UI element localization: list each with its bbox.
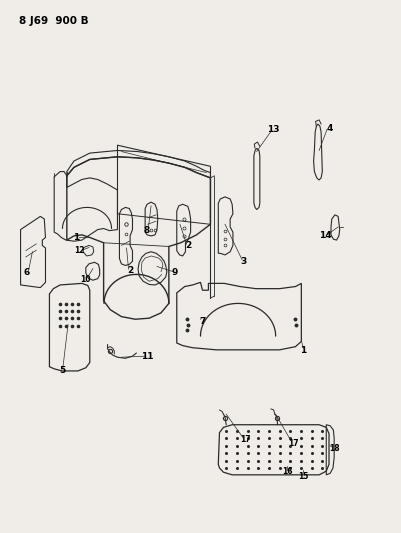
Text: 16: 16	[282, 467, 293, 475]
Text: 11: 11	[141, 352, 153, 361]
Text: 7: 7	[199, 317, 206, 326]
Text: 14: 14	[319, 231, 331, 240]
Text: 4: 4	[326, 124, 332, 133]
Text: 3: 3	[240, 257, 246, 266]
Text: 17: 17	[240, 435, 251, 444]
Text: 6: 6	[23, 268, 30, 277]
Text: 8 J69  900 B: 8 J69 900 B	[18, 16, 88, 26]
Text: 1: 1	[73, 233, 79, 242]
Text: 12: 12	[75, 246, 85, 255]
Text: 13: 13	[267, 125, 280, 134]
Text: 5: 5	[59, 366, 65, 375]
Text: 17: 17	[288, 439, 299, 448]
Text: 9: 9	[172, 268, 178, 277]
Text: 2: 2	[186, 241, 192, 250]
Text: 15: 15	[298, 472, 308, 481]
Text: 1: 1	[300, 346, 306, 356]
Text: 18: 18	[330, 444, 340, 453]
Text: 8: 8	[144, 226, 150, 235]
Text: 10: 10	[81, 274, 91, 284]
Text: 2: 2	[127, 266, 133, 275]
